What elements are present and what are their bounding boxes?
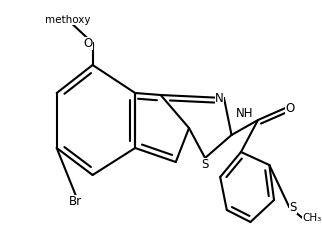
Text: methoxy: methoxy xyxy=(45,15,91,25)
Text: Br: Br xyxy=(69,195,82,208)
Text: CH₃: CH₃ xyxy=(302,213,322,223)
Text: O: O xyxy=(285,102,295,115)
Text: O: O xyxy=(83,37,93,50)
Text: S: S xyxy=(201,158,209,171)
Text: NH: NH xyxy=(236,107,253,120)
Text: N: N xyxy=(215,91,224,105)
Text: S: S xyxy=(289,200,297,213)
